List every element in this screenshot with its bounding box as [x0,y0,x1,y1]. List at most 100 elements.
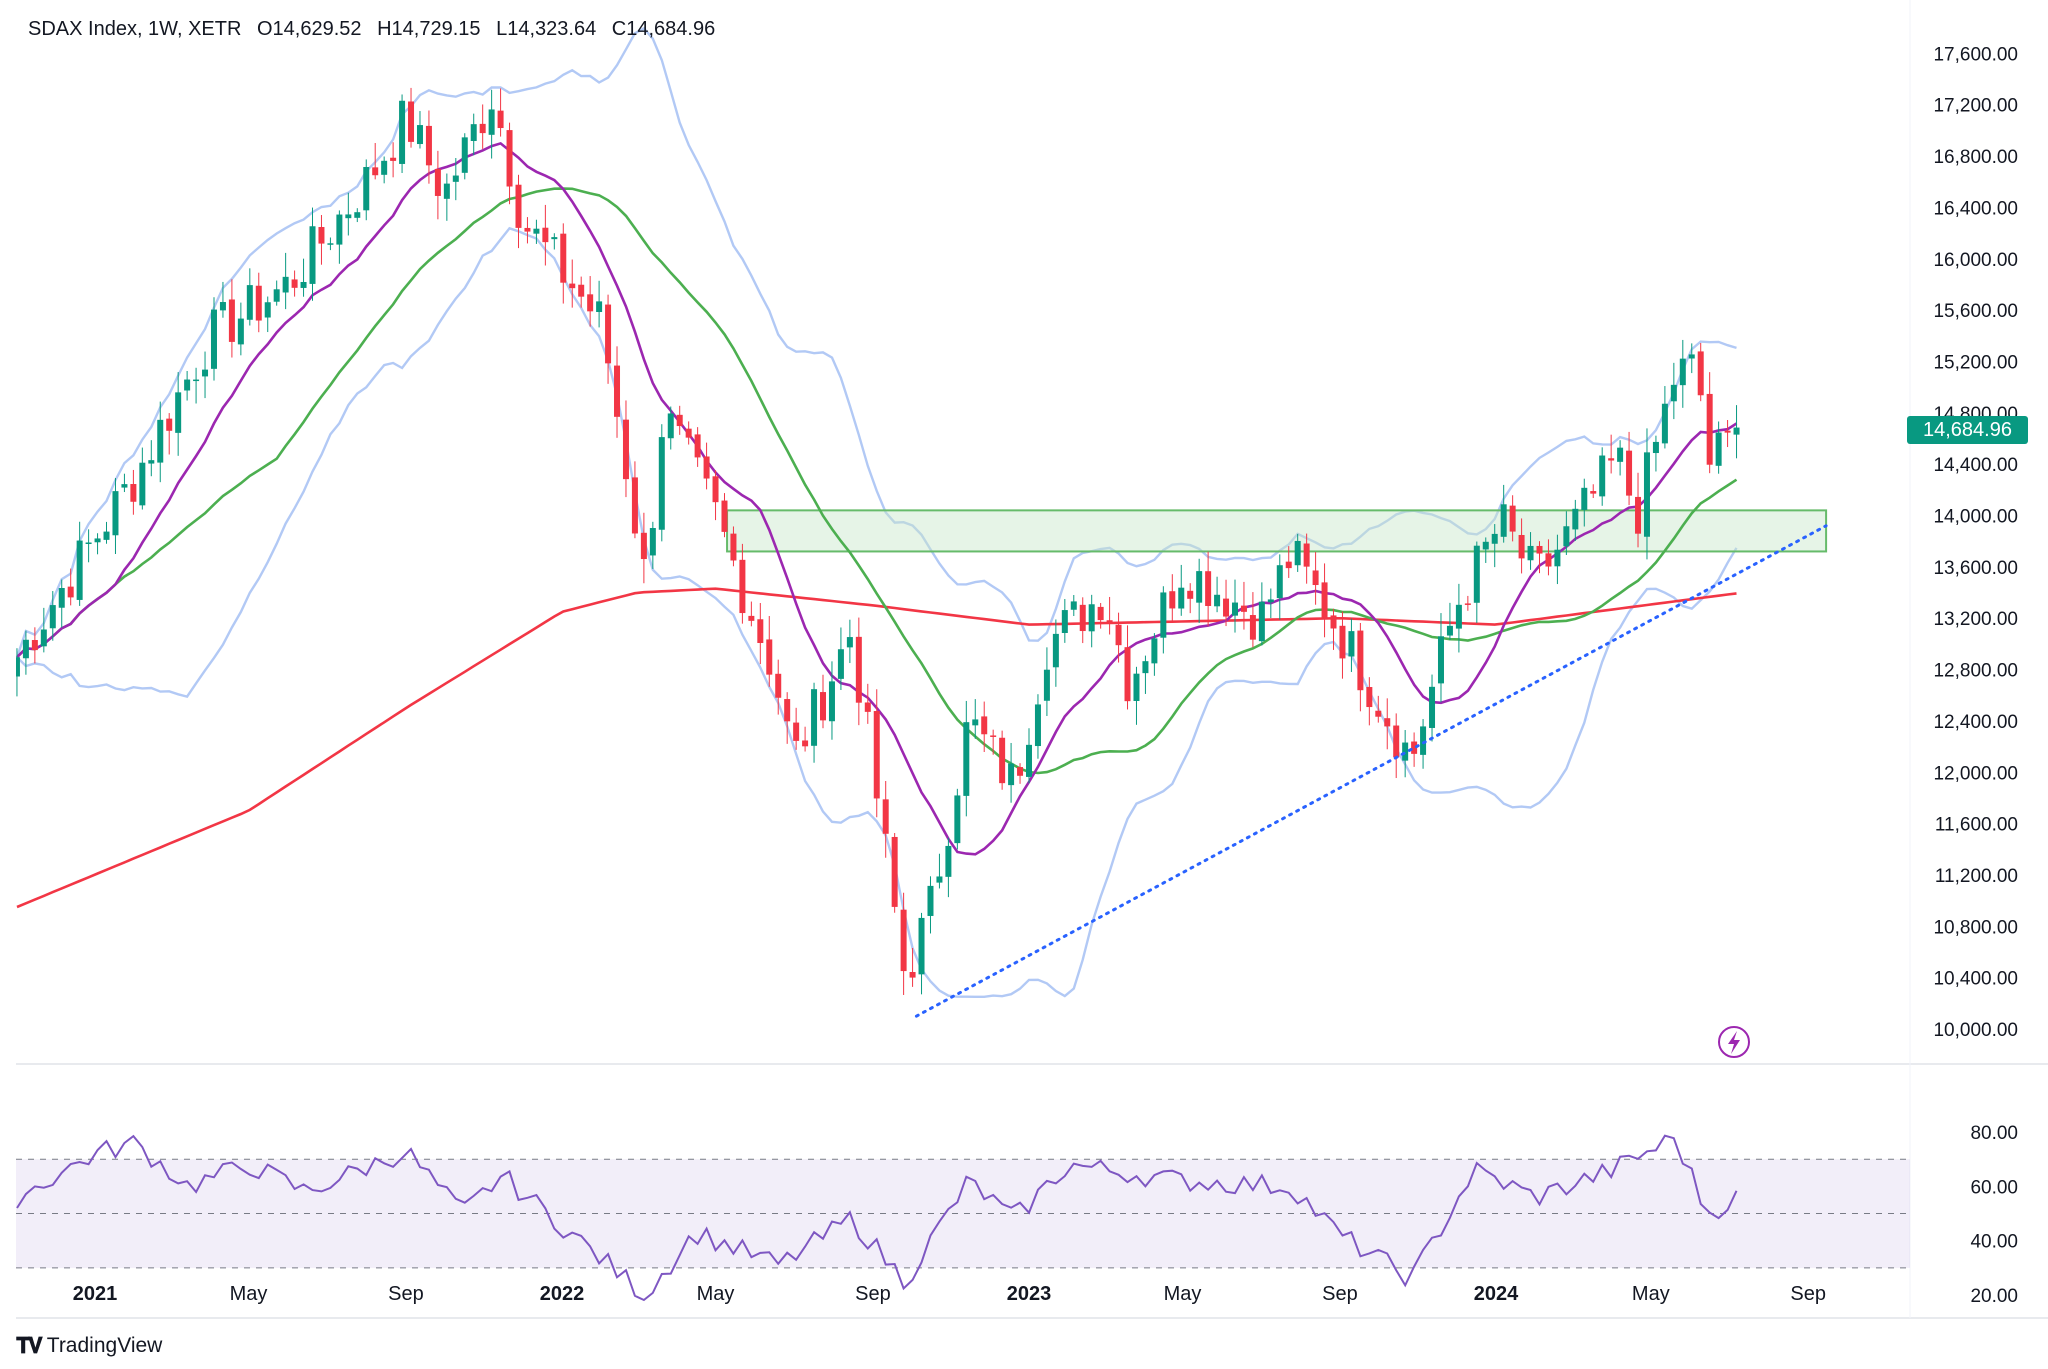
candle [1026,728,1032,784]
symbol-title: SDAX Index, 1W, XETR [28,18,242,40]
candle [757,603,764,665]
candle [193,367,200,404]
candle [1670,362,1677,420]
candle [1249,592,1256,648]
candle [408,87,415,148]
price-tick-label: 12,000.00 [1933,763,2018,784]
candle [640,512,647,584]
candle [255,272,262,333]
sma50-line [16,187,1738,775]
time-tick-label: May [230,1283,268,1305]
candle [166,413,173,455]
candle [1411,732,1418,767]
candle [1240,581,1247,630]
candle [228,279,235,358]
candle [1223,579,1230,627]
candle [587,276,594,327]
candle [1034,694,1041,759]
candle [649,521,656,569]
candle [1464,595,1471,611]
time-tick-label: May [1632,1283,1670,1305]
open-label: O [256,18,273,40]
candle [139,447,146,510]
chart-legend: SDAX Index, 1W, XETR O14,629.52 H14,729.… [28,18,725,41]
candle [1151,633,1158,676]
candle [703,442,710,490]
candle [1339,611,1346,679]
rsi-axis[interactable]: 80.00 60.00 40.00 20.00 [1970,1123,2018,1307]
support-zone-rect [726,509,1828,553]
candle [999,730,1006,790]
tradingview-brand[interactable]: 𝐓𝐕 TradingView [16,1333,162,1359]
candle [1187,583,1194,614]
candle [882,780,889,858]
candle [1178,564,1185,616]
candle [614,346,621,438]
candle [775,659,782,715]
candle [766,616,773,687]
candle [148,440,155,477]
candle [121,473,128,493]
price-tick-label: 13,200.00 [1933,609,2018,630]
time-tick-label: May [1164,1283,1202,1305]
candle [22,630,29,675]
candle [16,648,20,697]
candle [40,607,47,653]
candle [936,853,943,889]
candle [981,701,988,753]
candle [1473,541,1480,623]
last-price-label: 14,684.96 [1907,416,2028,444]
candle [67,568,74,606]
candle [1599,447,1606,506]
candle [1581,478,1588,527]
candle [1052,619,1059,687]
candle [1697,342,1704,402]
price-tick-label: 13,600.00 [1933,558,2018,579]
candle [1446,602,1453,641]
candle [1608,434,1615,474]
candle [345,192,352,236]
time-tick-label: 2022 [540,1283,585,1305]
candle [1500,484,1507,543]
candle [470,113,477,156]
candle [1724,420,1731,448]
price-tick-label: 11,600.00 [1935,815,2018,836]
candle [425,110,432,184]
time-tick-label: Sep [855,1283,891,1305]
candle [1679,339,1686,408]
candle [542,204,549,266]
price-tick-label: 17,200.00 [1933,96,2018,117]
price-axis[interactable]: 17,600.00 17,200.00 16,800.00 16,400.00 16,0… [1933,44,2018,1041]
time-tick-label: 2024 [1474,1283,1519,1305]
candle [1267,588,1274,618]
candle [855,617,862,726]
candle [1330,608,1337,650]
candle [1205,551,1212,627]
candle [596,280,603,328]
candle [811,682,818,763]
candle [1115,612,1122,663]
lightning-icon[interactable] [1718,1026,1750,1058]
support-zone[interactable] [726,509,1828,553]
candle [667,406,674,450]
candle [237,302,244,356]
candle [282,252,289,310]
price-tick-label: 17,600.00 [1933,44,2018,65]
candle [820,674,827,729]
price-tick-label: 10,800.00 [1933,917,2018,938]
candle [1294,533,1301,572]
candle [1231,579,1238,633]
candle [828,661,835,740]
rsi-line [16,1134,1738,1302]
candle [1706,372,1713,474]
time-axis[interactable]: 2021 May Sep 2022 May Sep 2023 May Sep 2024 May Sep [73,1283,1826,1305]
candle [416,111,423,149]
candle [739,543,746,624]
rsi-tick-label: 80.00 [1970,1123,2018,1144]
price-tick-label: 15,600.00 [1933,301,2018,322]
candle [381,156,388,184]
candle [1437,613,1444,703]
candle [318,215,325,265]
candle [1312,552,1319,605]
